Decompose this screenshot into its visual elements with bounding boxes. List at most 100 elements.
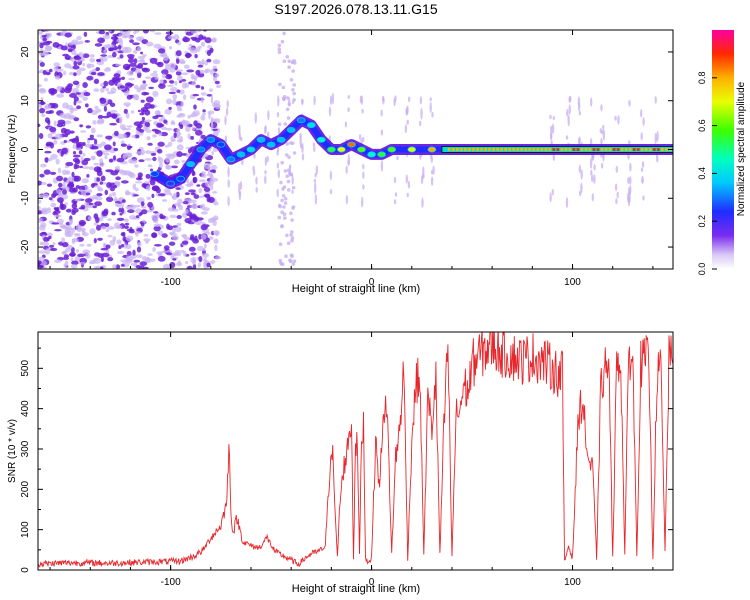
streak-blob xyxy=(345,165,348,174)
noise-speckle xyxy=(117,44,122,50)
noise-speckle xyxy=(84,40,91,43)
steady-tone-core xyxy=(548,148,552,151)
steady-tone-core xyxy=(660,148,664,151)
noise-speckle xyxy=(38,260,42,265)
noise-speckle xyxy=(85,125,92,129)
noise-speckle xyxy=(92,120,97,125)
streak-blob xyxy=(430,176,434,186)
steady-tone-core xyxy=(512,148,515,151)
noise-speckle xyxy=(157,193,166,197)
noise-speckle xyxy=(105,67,111,70)
streak-blob xyxy=(314,172,317,178)
noise-speckle xyxy=(108,193,112,198)
noise-speckle xyxy=(124,218,129,222)
noise-speckle xyxy=(94,43,103,47)
spectrogram-x-tick-label: 100 xyxy=(564,277,581,288)
noise-speckle xyxy=(91,145,99,150)
noise-speckle xyxy=(135,264,141,269)
spectrogram-y-tick-label: -10 xyxy=(20,191,31,206)
spectrogram-y-tick-label: -20 xyxy=(20,239,31,254)
noise-speckle xyxy=(145,76,152,79)
noise-speckle xyxy=(292,91,297,96)
noise-speckle xyxy=(64,260,69,267)
noise-speckle xyxy=(153,223,161,227)
noise-speckle xyxy=(96,265,101,269)
noise-speckle xyxy=(134,181,143,184)
streak-blob xyxy=(429,101,432,113)
noise-speckle xyxy=(121,76,125,81)
noise-speckle xyxy=(143,181,150,184)
noise-speckle xyxy=(143,233,149,237)
noise-speckle xyxy=(64,120,72,125)
noise-speckle xyxy=(287,59,292,63)
streak-blob xyxy=(211,150,214,156)
noise-speckle xyxy=(113,185,117,189)
steady-tone-core xyxy=(472,148,475,151)
noise-speckle xyxy=(158,118,164,123)
noise-speckle xyxy=(214,256,222,260)
noise-speckle xyxy=(71,203,78,209)
noise-speckle xyxy=(121,180,129,184)
noise-speckle xyxy=(197,262,202,268)
streak-blob xyxy=(315,165,319,175)
streak-blob xyxy=(225,107,229,117)
noise-speckle xyxy=(202,109,206,113)
streak-blob xyxy=(629,175,632,185)
noise-speckle xyxy=(196,60,202,64)
streak-blob xyxy=(628,99,631,107)
streak-blob xyxy=(552,153,555,162)
noise-speckle xyxy=(215,104,221,110)
noise-speckle xyxy=(56,85,62,92)
noise-speckle xyxy=(282,212,287,216)
noise-speckle xyxy=(285,142,290,146)
noise-speckle xyxy=(69,130,75,134)
noise-speckle xyxy=(62,189,67,195)
noise-speckle xyxy=(213,201,219,206)
noise-speckle xyxy=(89,134,95,139)
steady-tone-core xyxy=(612,148,616,151)
noise-speckle xyxy=(141,116,145,121)
noise-speckle xyxy=(68,221,73,226)
noise-speckle xyxy=(124,152,132,159)
streak-blob xyxy=(579,190,582,197)
streak-blob xyxy=(566,108,569,117)
noise-speckle xyxy=(170,165,179,169)
noise-speckle xyxy=(131,135,136,138)
noise-speckle xyxy=(40,163,47,168)
noise-speckle xyxy=(281,194,286,198)
streak-blob xyxy=(429,97,432,102)
streak-blob xyxy=(642,195,645,201)
streak-blob xyxy=(291,175,294,185)
noise-speckle xyxy=(170,120,175,124)
noise-speckle xyxy=(212,59,221,65)
streak-blob xyxy=(277,127,281,135)
noise-speckle xyxy=(214,73,220,78)
noise-speckle xyxy=(38,88,46,93)
peak-track-point xyxy=(357,146,366,153)
noise-speckle xyxy=(89,54,95,58)
noise-speckle xyxy=(126,70,134,76)
noise-speckle xyxy=(126,83,135,87)
snr-series-line xyxy=(38,332,673,568)
noise-speckle xyxy=(64,129,71,136)
noise-speckle xyxy=(186,69,195,73)
noise-speckle xyxy=(62,250,67,255)
noise-speckle xyxy=(53,210,61,214)
noise-speckle xyxy=(159,79,164,84)
streak-blob xyxy=(360,95,363,106)
noise-speckle xyxy=(210,165,218,170)
noise-speckle xyxy=(132,183,137,190)
noise-speckle xyxy=(101,141,106,147)
noise-speckle xyxy=(99,158,104,164)
noise-speckle xyxy=(141,39,149,45)
streak-blob xyxy=(299,132,302,140)
noise-speckle xyxy=(185,261,189,265)
noise-speckle xyxy=(280,224,284,229)
streak-blob xyxy=(382,96,385,105)
noise-speckle xyxy=(57,197,64,203)
noise-speckle xyxy=(96,224,102,231)
noise-speckle xyxy=(110,87,117,94)
noise-speckle xyxy=(288,171,292,176)
noise-speckle xyxy=(291,262,296,266)
noise-speckle xyxy=(53,214,62,218)
